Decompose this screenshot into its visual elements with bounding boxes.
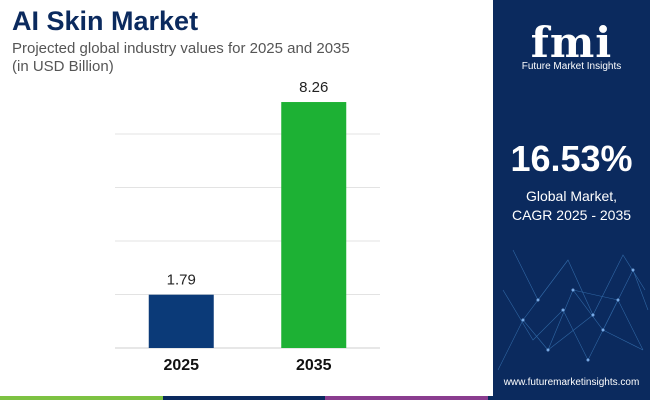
website-link[interactable]: www.futuremarketinsights.com — [503, 377, 640, 388]
network-decoration — [497, 249, 649, 371]
fmi-logo: fmi — [530, 18, 613, 67]
data-label-2035: 8.26 — [299, 79, 328, 96]
bar-chart: 1.79 2025 8.26 2035 — [115, 79, 380, 374]
data-label-2025: 1.79 — [167, 272, 196, 289]
cagr-label: Global Market, CAGR 2025 - 2035 — [493, 187, 650, 225]
x-tick-label-2025: 2025 — [163, 357, 199, 374]
bottom-bar-segment — [325, 396, 488, 400]
cagr-label-line-2: CAGR 2025 - 2035 — [511, 207, 632, 223]
bottom-bar-segment — [487, 396, 650, 400]
bar-2035 — [281, 102, 347, 348]
cagr-value: 16.53% — [510, 138, 633, 179]
side-panel: fmi Future Market Insights 16.53% Global… — [493, 0, 650, 400]
bottom-bar-segment — [0, 396, 163, 400]
cagr-label-line-1: Global Market, — [525, 188, 618, 204]
logo-subtext: Future Market Insights — [521, 61, 622, 72]
subtitle-line-1: Projected global industry values for 202… — [12, 40, 350, 57]
subtitle-line-2: (in USD Billion) — [12, 58, 114, 75]
bottom-color-bar — [0, 396, 650, 400]
chart-subtitle: Projected global industry values for 202… — [12, 40, 482, 76]
bottom-bar-segment — [162, 396, 325, 400]
x-tick-label-2035: 2035 — [296, 357, 332, 374]
chart-title: AI Skin Market — [12, 6, 199, 36]
bar-2025 — [148, 294, 214, 348]
